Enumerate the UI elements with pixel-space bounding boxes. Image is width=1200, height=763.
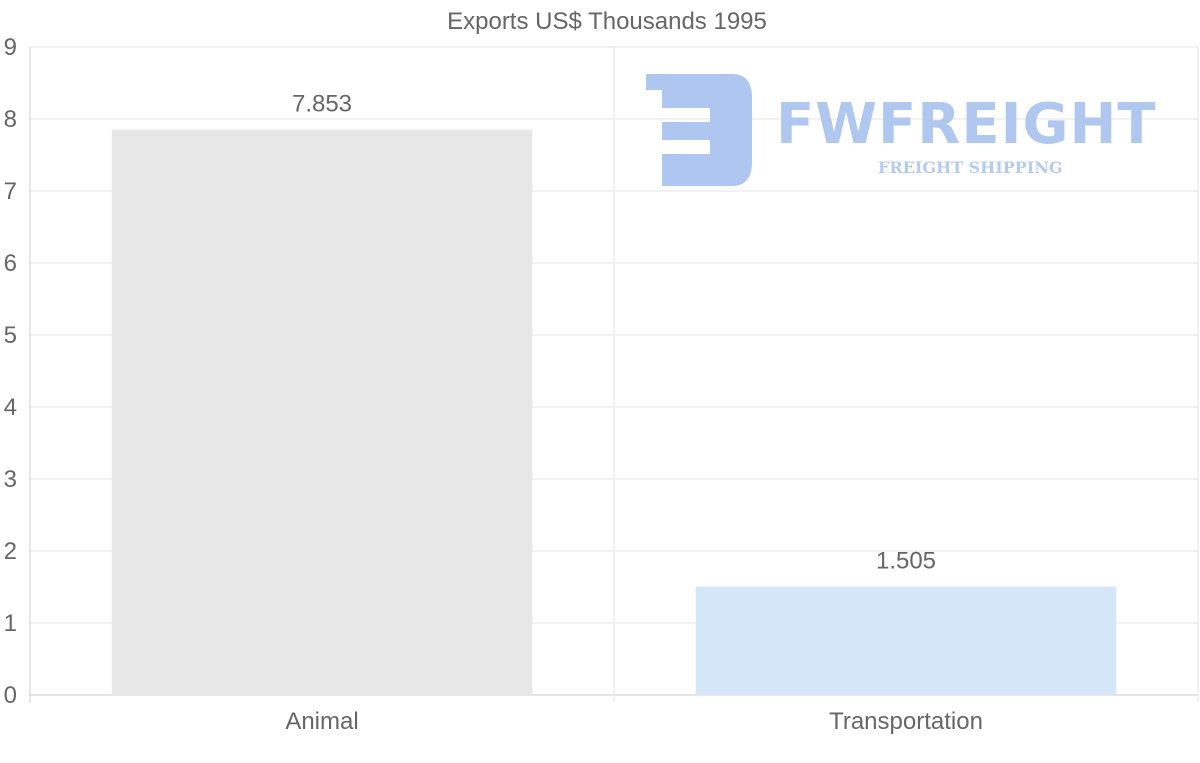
chart-title: Exports US$ Thousands 1995 [447, 8, 767, 35]
x-tick-label: Transportation [829, 708, 983, 735]
fwfreight-logo-icon [646, 74, 752, 186]
data-label: 7.853 [292, 91, 352, 118]
y-tick-label: 3 [4, 466, 17, 493]
x-tick-label: Animal [285, 708, 358, 735]
y-tick-label: 5 [4, 322, 17, 349]
bar-transportation [695, 586, 1117, 695]
y-tick-label: 8 [4, 106, 17, 133]
watermark-brand-name: FWFREIGHT [776, 92, 1157, 157]
bar-animal [111, 129, 533, 696]
labels: 0 1 2 3 4 5 6 7 8 9 7.853 Animal 1.505 Transportation [4, 34, 983, 735]
y-tick-label: 7 [4, 178, 17, 205]
y-tick-label: 6 [4, 250, 17, 277]
y-tick-label: 2 [4, 538, 17, 565]
y-tick-label: 0 [4, 682, 17, 709]
watermark-tagline: FREIGHT SHIPPING [878, 158, 1063, 177]
y-tick-label: 9 [4, 34, 17, 61]
bars [111, 129, 1117, 696]
fwfreight-watermark: FWFREIGHT FREIGHT SHIPPING [640, 68, 1160, 193]
data-label: 1.505 [876, 548, 936, 575]
y-tick-label: 4 [4, 394, 17, 421]
y-tick-label: 1 [4, 610, 17, 637]
